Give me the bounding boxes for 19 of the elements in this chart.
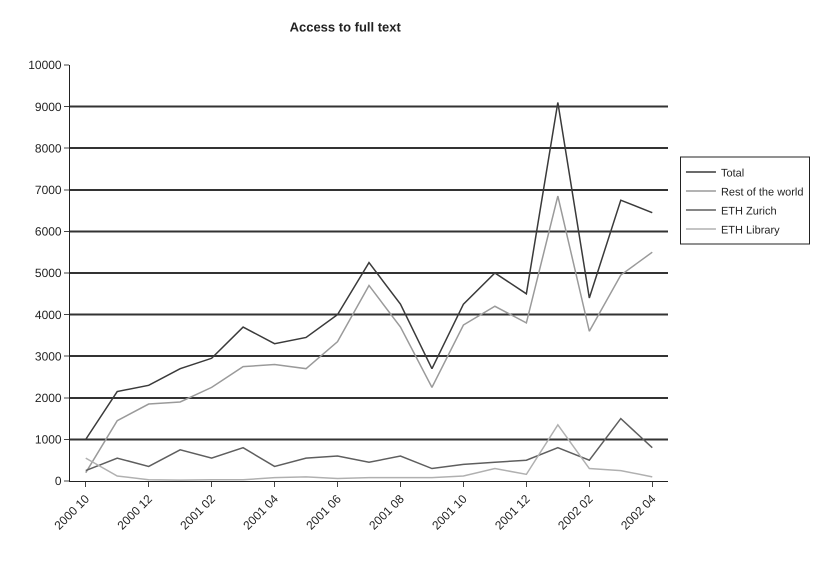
line-series [84, 195, 654, 474]
legend-label: ETH Zurich [720, 205, 777, 218]
y-tick-label: 6000 [34, 224, 62, 239]
legend-label: ETH Library [720, 224, 780, 236]
y-tick-label: 7000 [34, 183, 62, 197]
legend-label: Total [720, 167, 744, 180]
chart-title: Access to full text [290, 20, 402, 35]
line-series [84, 424, 654, 481]
line-series [84, 418, 654, 472]
y-tick-label: 1000 [34, 432, 62, 447]
legend-label: Rest of the world [720, 186, 804, 198]
y-tick-label: 8000 [34, 141, 62, 156]
y-tick-label: 10000 [28, 58, 62, 72]
y-tick-label: 2000 [34, 391, 62, 405]
y-tick-label: 4000 [34, 308, 62, 322]
y-tick-label: 5000 [34, 266, 62, 280]
y-tick-label: 9000 [34, 100, 62, 114]
y-tick-label: 0 [54, 474, 62, 488]
y-tick-label: 3000 [34, 349, 62, 364]
